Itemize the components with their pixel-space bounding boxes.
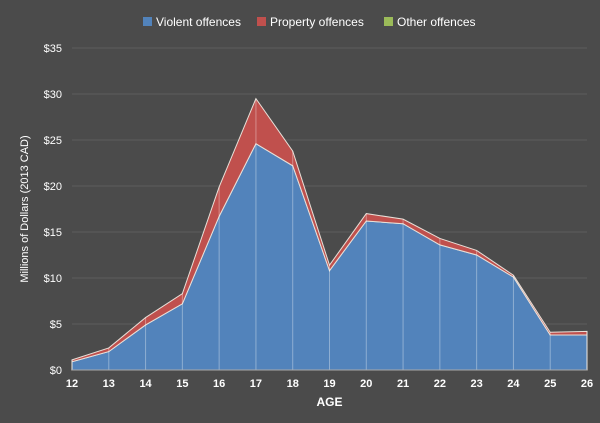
legend-label[interactable]: Violent offences	[156, 15, 241, 29]
legend-label[interactable]: Property offences	[270, 15, 364, 29]
legend-label[interactable]: Other offences	[397, 15, 476, 29]
x-tick-label: 26	[581, 378, 593, 390]
legend-swatch	[384, 17, 393, 26]
y-tick-label: $30	[44, 89, 62, 101]
y-tick-label: $0	[50, 365, 62, 377]
x-tick-label: 19	[323, 378, 335, 390]
y-tick-label: $25	[44, 135, 62, 147]
y-axis-label: Millions of Dollars (2013 CAD)	[19, 135, 31, 282]
x-tick-label: 16	[213, 378, 225, 390]
legend-swatch	[257, 17, 266, 26]
area-property-offences	[71, 97, 588, 363]
x-tick-label: 20	[360, 378, 372, 390]
x-tick-label: 25	[544, 378, 556, 390]
y-tick-label: $15	[44, 227, 62, 239]
x-tick-label: 17	[250, 378, 262, 390]
x-tick-label: 24	[507, 378, 520, 390]
x-tick-label: 14	[139, 378, 152, 390]
x-axis-label: AGE	[316, 395, 342, 409]
x-tick-label: 21	[397, 378, 409, 390]
x-tick-label: 23	[471, 378, 483, 390]
y-tick-label: $5	[50, 319, 62, 331]
x-tick-label: 13	[103, 378, 115, 390]
x-tick-label: 22	[434, 378, 446, 390]
legend-swatch	[143, 17, 152, 26]
y-tick-label: $35	[44, 43, 62, 55]
x-tick-label: 12	[66, 378, 78, 390]
x-tick-label: 15	[176, 378, 188, 390]
y-tick-label: $10	[44, 273, 62, 285]
y-tick-label: $20	[44, 181, 62, 193]
x-tick-label: 18	[287, 378, 299, 390]
